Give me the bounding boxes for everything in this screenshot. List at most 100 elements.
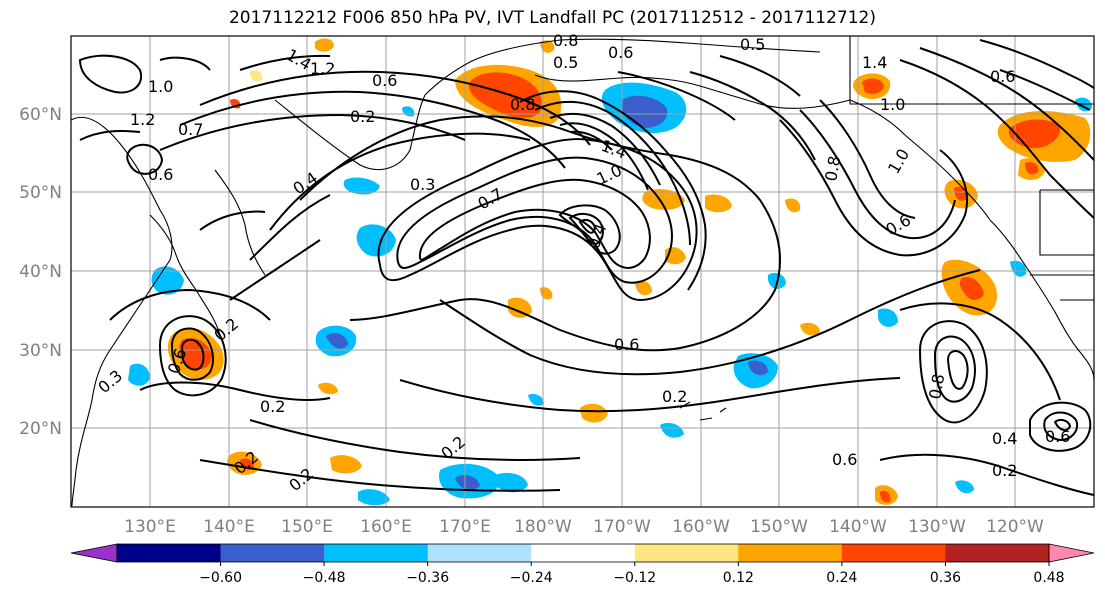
pv-positive-patch [318,382,338,395]
colorbar-tick-label: −0.36 [406,570,449,586]
contour-label: 0.2 [350,107,375,126]
pv-shading-layer [128,38,1092,506]
lon-tick-label: 170°E [439,517,491,537]
colorbar-cell [841,544,946,562]
pv-negative-patch [358,489,390,506]
contour-label: 1.2 [310,59,335,78]
pv-positive-patch [880,490,891,503]
lon-tick-label: 160°E [360,517,412,537]
lon-tick-label: 150°W [750,517,808,537]
pv-negative-patch [455,475,480,490]
pv-positive-patch [540,40,555,53]
colorbar-tick-label: 0.36 [930,570,961,586]
contour-label: 0.7 [178,120,203,139]
colorbar-frame [116,543,1050,563]
contour-label: 0.5 [740,35,765,54]
colorbar-max-extension [1048,543,1095,563]
contour-label: 0.6 [990,67,1015,86]
colorbar-cell [945,544,1050,562]
contour-label: 0.6 [832,450,857,469]
pv-negative-patch [151,266,184,295]
contour-label: 0.6 [148,165,173,184]
pv-positive-patch [635,280,652,296]
pv-negative-patch [748,360,768,376]
contour-label: 0.6 [372,71,397,90]
lon-tick-label: 120°W [986,517,1044,537]
colorbar-cell [738,544,843,562]
pv-negative-patch [878,308,898,327]
colorbar-tick-label: −0.48 [303,570,346,586]
pv-positive-patch [959,276,984,300]
contour-label: 1.2 [130,110,155,129]
colorbar-cell [117,544,222,562]
colorbar-cell [220,544,325,562]
contour-label: 1.0 [880,95,905,114]
longitude-axis: 130°E 140°E 150°E 160°E 170°E 180°W 170°… [124,517,1044,537]
lon-tick-label: 130°E [124,517,176,537]
map-frame [70,35,1095,508]
contour-label: 0.8 [821,154,844,182]
colorbar-cell [531,544,636,562]
contour-label: 0.8 [553,31,578,50]
pv-negative-patch [955,480,974,494]
colorbar: −0.60 −0.48 −0.36 −0.24 −0.12 0.12 0.24 0.36 0.4… [70,543,1095,586]
pv-negative-patch [660,422,684,438]
lon-tick-label: 130°W [908,517,966,537]
pv-positive-patch [1025,162,1039,175]
colorbar-tick-label: −0.24 [510,570,553,586]
pv-positive-patch [705,194,732,213]
contour-label: 0.2 [260,397,285,416]
colorbar-tick-label: 0.24 [826,570,857,586]
lat-tick-label: 20°N [19,419,62,439]
contour-label: 0.4 [992,429,1017,448]
graticule [71,36,1094,507]
lon-tick-label: 140°W [829,517,887,537]
pv-positive-patch [862,78,884,94]
colorbar-tick-label: 0.12 [723,570,754,586]
pv-positive-patch [800,322,820,336]
pv-contours [78,39,1094,496]
colorbar-cell [324,544,429,562]
pv-positive-patch [250,70,263,82]
colorbar-cells [117,544,1050,562]
pv-positive-patch [508,297,532,318]
colorbar-cell [427,544,532,562]
pv-negative-patch [326,333,348,349]
colorbar-min-extension [70,543,118,563]
lat-tick-label: 60°N [19,105,62,125]
colorbar-ticks: −0.60 −0.48 −0.36 −0.24 −0.12 0.12 0.24 0.36 0.4… [199,562,1065,586]
pv-positive-patch [580,403,608,423]
contour-label: 0.8 [510,95,535,114]
contour-label: 0.2 [992,461,1017,480]
pv-positive-patch [468,72,542,118]
contour-label: 0.6 [608,43,633,62]
lon-tick-label: 170°W [593,517,651,537]
contour-label: 0.3 [410,175,435,194]
contour-label: 0.2 [662,387,687,406]
contour-label: 1.0 [148,77,173,96]
pv-positive-patch [315,38,334,52]
colorbar-tick-label: −0.12 [613,570,656,586]
pv-negative-patch [128,363,150,386]
lon-tick-label: 150°E [281,517,333,537]
latitude-axis: 60°N 50°N 40°N 30°N 20°N [19,105,62,439]
contour-label: 0.6 [614,335,639,354]
pv-positive-patch [642,189,685,210]
colorbar-tick-label: −0.60 [199,570,242,586]
lat-tick-label: 30°N [19,341,62,361]
colorbar-tick-label: 0.48 [1033,570,1064,586]
coastlines [71,36,1094,507]
lat-tick-label: 40°N [19,262,62,282]
pv-positive-patch [330,455,362,474]
pv-negative-patch [343,177,380,195]
pv-negative-patch [528,394,544,406]
colorbar-cell [634,544,739,562]
lon-tick-label: 180°W [514,517,572,537]
lon-tick-label: 140°E [203,517,255,537]
map-title: 2017112212 F006 850 hPa PV, IVT Landfall… [228,8,876,28]
pv-negative-patch [1010,260,1027,277]
lat-tick-label: 50°N [19,183,62,203]
contour-label: 0.8 [925,372,948,400]
contour-label: 0.6 [1045,427,1070,446]
